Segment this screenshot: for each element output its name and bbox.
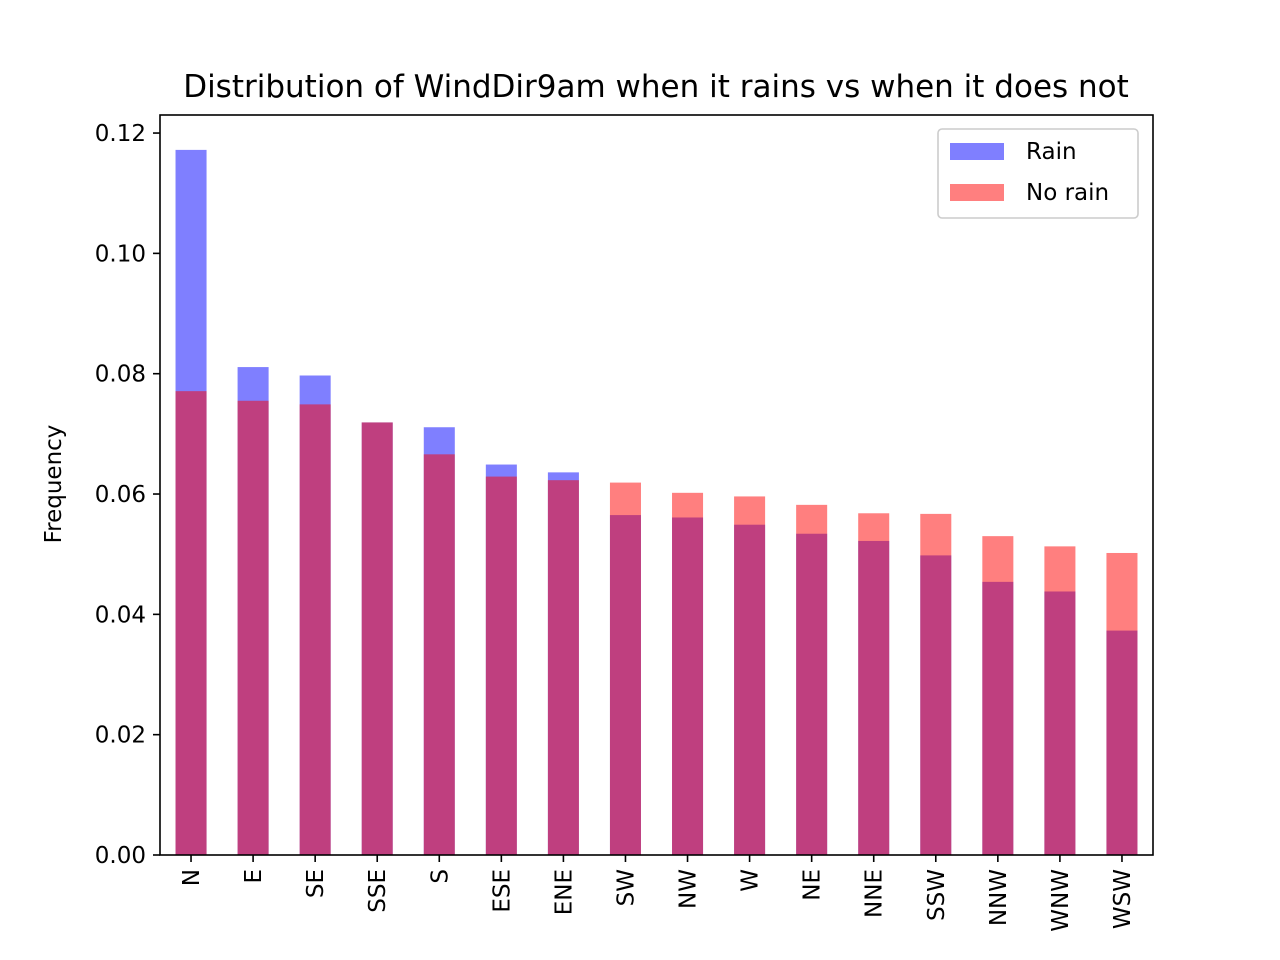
x-tick-label: WSW xyxy=(1110,869,1136,929)
legend-label-rain: Rain xyxy=(1026,139,1077,165)
x-tick-label: S xyxy=(427,869,453,884)
x-tick-label: W xyxy=(738,869,764,892)
x-tick-label: NNE xyxy=(862,869,888,918)
y-tick-label: 0.12 xyxy=(95,121,146,147)
bar-no-rain-sse xyxy=(361,422,393,855)
bar-no-rain-s xyxy=(423,454,455,855)
bar-no-rain-ese xyxy=(485,476,517,855)
bar-no-rain-sw xyxy=(609,482,641,855)
legend-label-no-rain: No rain xyxy=(1026,180,1109,206)
y-tick-label: 0.04 xyxy=(95,602,146,628)
plot-frame xyxy=(159,114,1154,856)
chart-title: Distribution of WindDir9am when it rains… xyxy=(183,69,1129,105)
bar-no-rain-w xyxy=(734,496,766,855)
y-tick-label: 0.00 xyxy=(95,843,146,869)
x-tick-label: SW xyxy=(613,869,639,906)
y-tick-label: 0.08 xyxy=(95,362,146,388)
x-tick-label: NNW xyxy=(986,869,1012,926)
y-axis-label: Frequency xyxy=(41,425,67,544)
x-tick-label: SE xyxy=(303,869,329,898)
bar-no-rain-nnw xyxy=(982,536,1014,855)
x-tick-label: WNW xyxy=(1048,869,1074,932)
x-tick-label: E xyxy=(241,869,267,884)
bar-no-rain-ne xyxy=(796,504,828,855)
bar-no-rain-n xyxy=(175,391,207,855)
x-tick-label: NW xyxy=(676,869,702,909)
x-tick-label: SSE xyxy=(365,869,391,913)
legend-swatch-no-rain xyxy=(950,184,1004,201)
x-tick-label: SSW xyxy=(924,869,950,921)
bar-no-rain-se xyxy=(299,404,331,855)
bar-no-rain-nw xyxy=(672,492,704,855)
x-tick-label: ENE xyxy=(551,869,577,915)
bar-no-rain-e xyxy=(237,400,269,855)
bars-layer xyxy=(175,149,1138,855)
y-tick-label: 0.02 xyxy=(95,723,146,749)
y-tick-label: 0.06 xyxy=(95,482,146,508)
bar-no-rain-wnw xyxy=(1044,546,1076,855)
x-tick-label: ESE xyxy=(489,869,515,913)
x-tick-label: N xyxy=(179,869,205,886)
bar-no-rain-ssw xyxy=(920,513,952,855)
bar-no-rain-nne xyxy=(858,513,890,855)
axes-layer: 0.000.020.040.060.080.100.12N E SE SSE S ESE E… xyxy=(95,114,1154,932)
x-tick-label: NE xyxy=(800,869,826,901)
bar-no-rain-ene xyxy=(547,480,579,855)
bar-no-rain-wsw xyxy=(1106,552,1138,855)
legend-swatch-rain xyxy=(950,143,1004,160)
legend: Rain No rain xyxy=(937,128,1139,219)
y-tick-label: 0.10 xyxy=(95,241,146,267)
